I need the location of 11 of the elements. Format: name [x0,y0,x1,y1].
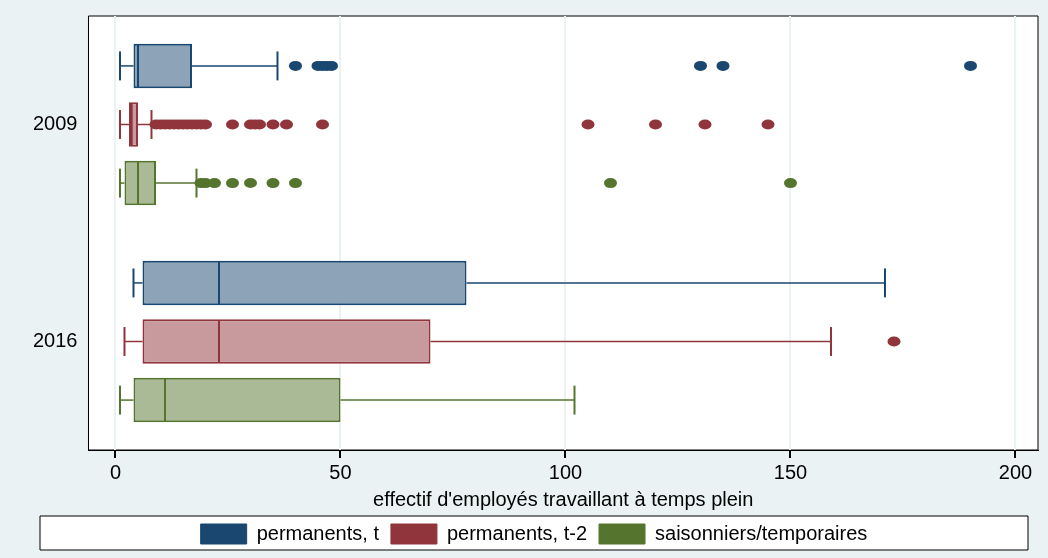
legend-label: permanents, t [256,521,380,544]
legend-label: saisonniers/temporaires [655,521,868,544]
x-tick-label: 0 [109,460,122,483]
x-tick-label: 50 [329,460,352,483]
x-axis-title: effectif d'employés travaillant à temps plein [373,487,754,510]
x-tick-label: 200 [998,460,1033,483]
x-tick-label: 150 [773,460,808,483]
y-tick-label: 2009 [32,112,78,135]
x-tick-label: 100 [548,460,583,483]
legend-label: permanents, t-2 [446,521,588,544]
y-tick-label: 2016 [32,329,78,352]
